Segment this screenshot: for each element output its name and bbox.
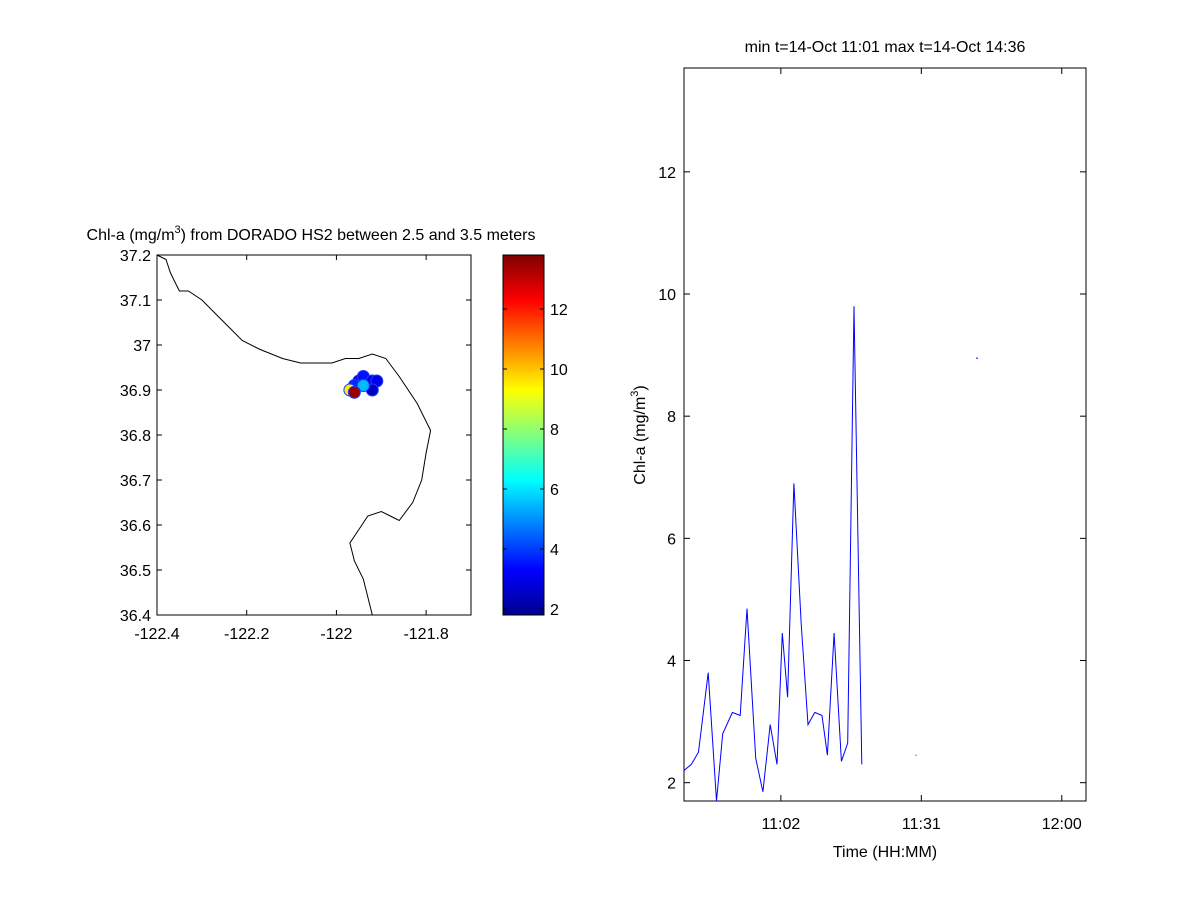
map-y-tick-label: 37.2 <box>120 248 151 265</box>
map-x-tick-label: -122.4 <box>134 626 179 643</box>
map-title: Chl-a (mg/m3) from DORADO HS2 between 2.… <box>87 224 536 244</box>
ts-line <box>683 306 863 802</box>
ts-y-tick-label: 2 <box>667 776 676 793</box>
coastline <box>156 254 432 616</box>
colorbar-tick-label: 2 <box>550 602 559 619</box>
map-x-tick-label: -122 <box>320 626 352 643</box>
map-x-tick-label: -122.2 <box>224 626 269 643</box>
ts-y-tick-label: 12 <box>658 165 676 182</box>
map-y-tick-label: 36.7 <box>120 473 151 490</box>
ts-x-tick-label: 11:31 <box>902 816 941 833</box>
ts-axes-box <box>683 67 1087 802</box>
ts-xlabel: Time (HH:MM) <box>833 844 937 861</box>
ts-x-ticks: 11:02 11:31 12:00 <box>761 68 1082 833</box>
ts-y-tick-label: 6 <box>667 531 676 548</box>
ts-y-ticks: 2 4 6 8 10 12 <box>658 165 1086 793</box>
map-y-tick-label: 36.8 <box>120 428 151 445</box>
ts-title: min t=14-Oct 11:01 max t=14-Oct 14:36 <box>745 39 1026 56</box>
colorbar-tick-label: 4 <box>550 542 559 559</box>
colorbar-ticks: 2 4 6 8 10 12 <box>503 302 568 619</box>
coastline-path <box>156 254 432 616</box>
map-y-tick-label: 36.5 <box>120 563 151 580</box>
colorbar <box>502 254 545 616</box>
map-y-tick-label: 37 <box>133 338 151 355</box>
colorbar-tick-label: 6 <box>550 482 559 499</box>
ts-y-tick-label: 8 <box>667 409 676 426</box>
map-axes-box <box>156 254 472 616</box>
colorbar-tick-label: 8 <box>550 422 559 439</box>
ts-y-tick-label: 4 <box>667 654 676 671</box>
map-point <box>347 385 361 399</box>
ts-y-tick-label: 10 <box>658 287 676 304</box>
ts-ylabel: Chl-a (mg/m3) <box>629 385 649 484</box>
colorbar-tick-label: 12 <box>550 302 568 319</box>
map-y-tick-label: 37.1 <box>120 293 151 310</box>
map-x-tick-label: -121.8 <box>403 626 448 643</box>
map-y-ticks: 36.4 36.5 36.6 36.7 36.8 36.9 37 37.1 37.2 <box>120 248 471 625</box>
map-point <box>356 379 370 392</box>
ts-x-tick-label: 11:02 <box>761 816 800 833</box>
map-y-tick-label: 36.9 <box>120 383 151 400</box>
map-y-tick-label: 36.4 <box>120 608 151 625</box>
map-points <box>343 370 384 399</box>
ts-series <box>683 306 978 802</box>
ts-point <box>976 357 978 359</box>
map-y-tick-label: 36.6 <box>120 518 151 535</box>
colorbar-tick-label: 10 <box>550 362 568 379</box>
map-x-ticks: -122.4 -122.2 -122 -121.8 <box>134 255 449 643</box>
ts-x-tick-label: 12:00 <box>1042 816 1082 833</box>
